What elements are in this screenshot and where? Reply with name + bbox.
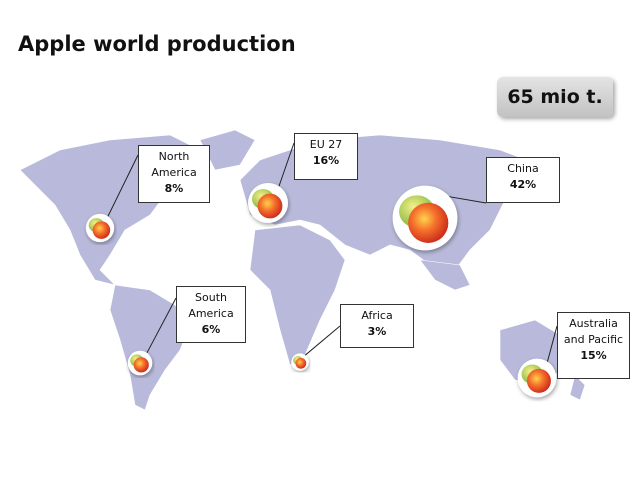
region-name: EU 27 <box>309 138 343 151</box>
region-name: Australia and Pacific <box>563 317 624 346</box>
leader-line <box>546 325 558 365</box>
region-name: South America <box>188 291 234 320</box>
region-name: North America <box>151 150 197 179</box>
region-name: China <box>507 162 539 175</box>
region-share: 6% <box>201 323 221 336</box>
title: Apple world production <box>18 32 296 56</box>
leader-line <box>304 325 341 357</box>
leader-line <box>106 154 139 219</box>
region-label: China 42% <box>486 157 560 203</box>
region-label: EU 27 16% <box>294 133 358 180</box>
leader-line <box>145 297 177 355</box>
leader-line <box>277 142 295 190</box>
region-label: Africa 3% <box>340 304 414 348</box>
region-share: 15% <box>580 349 607 362</box>
region-label: Australia and Pacific 15% <box>557 312 630 379</box>
region-share: 42% <box>509 178 537 191</box>
region-share: 3% <box>367 325 387 338</box>
region-share: 8% <box>164 182 184 195</box>
apple <box>257 193 283 219</box>
region-name: Africa <box>361 309 393 322</box>
total-badge: 65 mio t. <box>497 77 613 117</box>
apple <box>526 368 551 393</box>
region-label: South America 6% <box>176 286 246 343</box>
apple <box>92 221 111 239</box>
region-share: 16% <box>312 154 340 167</box>
apple <box>295 357 307 369</box>
apple <box>408 202 449 243</box>
region-label: North America 8% <box>138 145 210 203</box>
apple <box>133 357 149 373</box>
